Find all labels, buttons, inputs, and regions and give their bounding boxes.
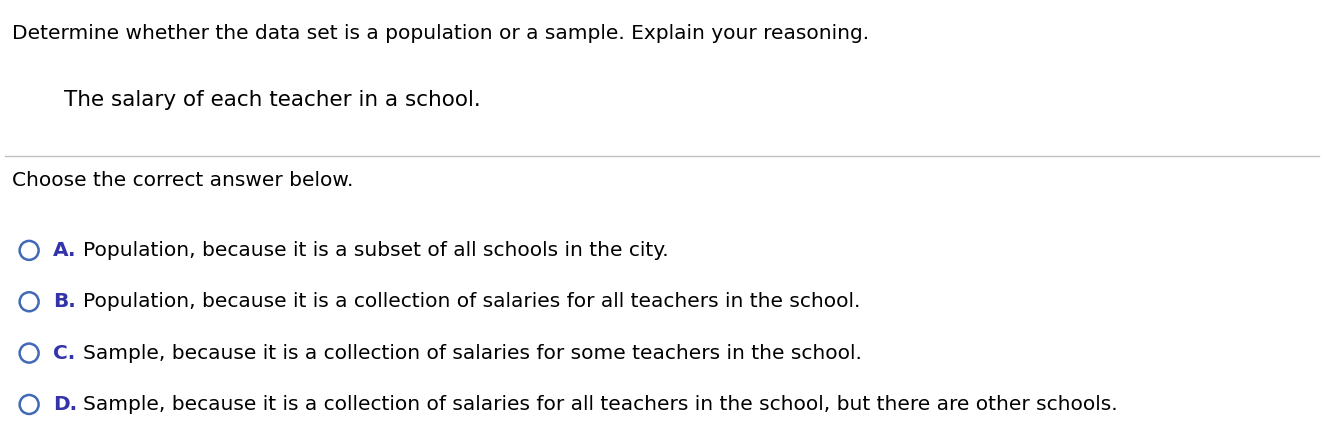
Text: C.: C. [53, 344, 75, 363]
Text: Sample, because it is a collection of salaries for some teachers in the school.: Sample, because it is a collection of sa… [83, 344, 862, 363]
Text: A.: A. [53, 241, 77, 260]
Text: Population, because it is a subset of all schools in the city.: Population, because it is a subset of al… [83, 241, 669, 260]
Text: The salary of each teacher in a school.: The salary of each teacher in a school. [64, 90, 481, 110]
Text: Sample, because it is a collection of salaries for all teachers in the school, b: Sample, because it is a collection of sa… [83, 395, 1117, 414]
Text: D.: D. [53, 395, 77, 414]
Text: Choose the correct answer below.: Choose the correct answer below. [12, 171, 354, 190]
Text: Population, because it is a collection of salaries for all teachers in the schoo: Population, because it is a collection o… [83, 292, 861, 311]
Text: Determine whether the data set is a population or a sample. Explain your reasoni: Determine whether the data set is a popu… [12, 24, 869, 42]
Text: B.: B. [53, 292, 75, 311]
